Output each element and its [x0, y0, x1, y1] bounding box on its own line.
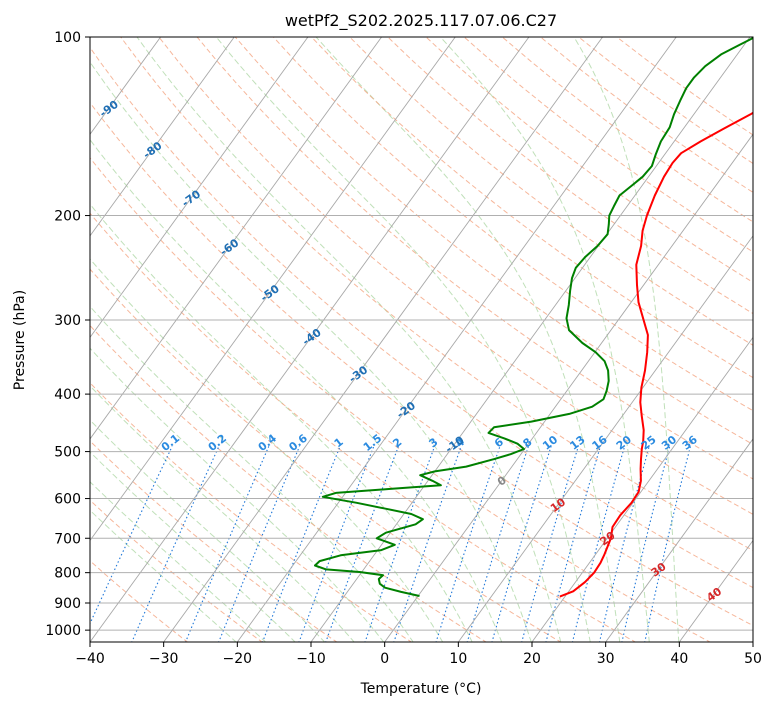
dry-adiabat-line	[311, 37, 753, 379]
mixing-ratio-line	[466, 446, 529, 642]
dry-adiabat-line	[349, 37, 753, 346]
isotherm-line	[236, 37, 677, 642]
plot-frame	[89, 36, 754, 643]
y-axis: 1000 900 800 700 600 500 400 300 200 100	[45, 30, 90, 639]
dry-adiabat-line	[387, 37, 753, 315]
x-tick-label: 30	[597, 651, 615, 667]
moist-adiabat-line	[440, 37, 650, 642]
y-tick-label: 200	[54, 209, 81, 225]
y-tick-label: 1000	[45, 623, 81, 639]
x-tick-label: 10	[449, 651, 467, 667]
mixing-ratio-line	[184, 446, 270, 642]
dry-adiabat-line	[90, 101, 753, 627]
y-tick-label: 400	[54, 387, 81, 403]
isotherm-line	[531, 336, 753, 642]
dry-adiabat-line	[90, 560, 189, 642]
isotherm-line	[90, 37, 456, 542]
dry-adiabat-line	[90, 46, 753, 589]
x-tick-label: 50	[744, 651, 762, 667]
isotherm-line	[90, 37, 235, 237]
x-tick-label: 0	[380, 651, 389, 667]
x-axis-label: Temperature (°C)	[360, 681, 482, 697]
x-tick-label: 20	[523, 651, 541, 667]
moist-adiabat-line	[90, 451, 296, 642]
moist-adiabat-line	[136, 37, 562, 642]
profiles	[314, 37, 753, 598]
moist-adiabat-line	[90, 509, 237, 642]
y-tick-label: 700	[54, 531, 81, 547]
x-tick-label: −10	[296, 651, 326, 667]
dry-adiabat-line	[90, 382, 413, 642]
y-axis-label: Pressure (hPa)	[12, 290, 28, 390]
moist-adiabat-line	[90, 203, 473, 642]
y-tick-label: 100	[54, 30, 81, 46]
x-tick-label: 40	[670, 651, 688, 667]
temperature-profile-line	[559, 111, 753, 598]
isotherm-line	[90, 37, 382, 440]
isotherm-line	[90, 37, 309, 339]
moist-adiabat-line	[90, 347, 385, 642]
mixing-ratio-line	[571, 446, 626, 642]
moist-adiabat-line	[90, 138, 503, 642]
dry-adiabat-line	[90, 268, 562, 642]
moist-adiabat-line	[90, 481, 267, 642]
plot-area: 0.10.20.40.611.52346810131620253036-100-…	[90, 37, 753, 642]
mixing-ratio-lines	[90, 446, 691, 642]
moist-adiabat-line	[90, 305, 414, 642]
mixing-ratio-line	[298, 446, 375, 642]
dewpoint-profile-line	[314, 37, 753, 597]
x-axis: −40 −30 −20 −10 0 10 20 30 40 50	[75, 642, 762, 667]
isotherm-line	[457, 235, 753, 642]
dry-adiabat-line	[90, 157, 711, 642]
moist-adiabat-line	[90, 258, 444, 642]
moist-adiabat-line	[90, 419, 326, 642]
y-tick-label: 600	[54, 492, 81, 508]
moist-adiabat-line	[90, 61, 532, 642]
mixing-ratio-line	[644, 446, 691, 642]
isotherm-line	[384, 133, 753, 642]
mixing-ratio-line	[598, 446, 650, 642]
dry-adiabat-line	[196, 37, 753, 480]
mixing-ratio-line	[491, 446, 552, 642]
moist-adiabat-line	[315, 37, 621, 642]
mixing-ratio-line	[621, 446, 671, 642]
x-tick-label: −40	[75, 651, 105, 667]
x-tick-label: −20	[223, 651, 253, 667]
moist-adiabat-line	[90, 385, 355, 642]
isotherm-line	[605, 438, 753, 642]
dry-adiabat-line	[234, 37, 753, 446]
mixing-ratio-line	[325, 446, 400, 642]
x-tick-label: −30	[149, 651, 179, 667]
isotherm-line	[678, 539, 753, 642]
mixing-ratio-line	[435, 446, 501, 642]
y-tick-label: 900	[54, 596, 81, 612]
mixing-ratio-line	[521, 446, 579, 642]
y-tick-label: 500	[54, 445, 81, 461]
isotherm-line	[163, 37, 603, 642]
moist-adiabats	[90, 37, 680, 642]
mixing-ratio-line	[364, 446, 436, 642]
isotherm-line	[90, 37, 530, 642]
y-tick-label: 300	[54, 313, 81, 329]
dry-adiabat-line	[90, 212, 637, 642]
y-tick-label: 800	[54, 566, 81, 582]
chart-title: wetPf2_S202.2025.117.07.06.C27	[285, 11, 557, 31]
mixing-ratio-line	[545, 446, 601, 642]
